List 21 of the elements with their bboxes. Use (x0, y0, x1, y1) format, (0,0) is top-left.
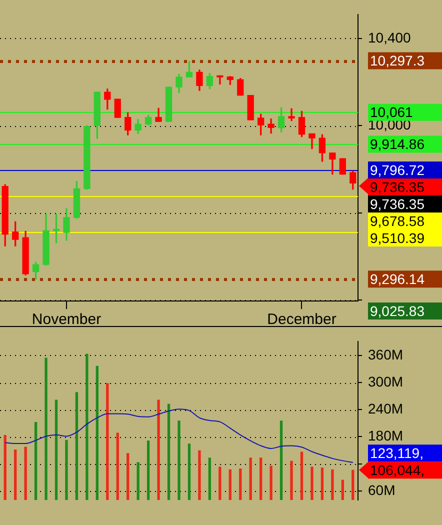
candlestick (288, 108, 295, 122)
ref-line-label: 9,510.39 (370, 230, 425, 246)
ref-line-label: 9,296.14 (370, 271, 425, 288)
ref-line-label: 9,914.86 (370, 136, 425, 152)
text: 123,119, (370, 445, 424, 462)
y-tick-label: 60M (368, 482, 396, 498)
x-tick-label: November (32, 311, 102, 328)
text: 106,044, (370, 462, 424, 478)
y-tick-label: 180M (368, 428, 404, 444)
ref-line-label: 10,297.3 (370, 52, 425, 69)
y-tick-label: 300M (368, 373, 404, 390)
x-tick-label: December (267, 311, 336, 328)
y-tick-label: 10,400 (368, 29, 412, 46)
line-series (4, 408, 354, 463)
ref-line-label: 9,796.72 (370, 162, 425, 178)
y-tick-label: 360M (368, 346, 404, 362)
ref-line-label: 9,678.58 (370, 212, 425, 229)
text: 9,736.35 (370, 196, 425, 212)
y-tick-label: 240M (368, 400, 404, 416)
text: 9,736.35 (370, 178, 425, 195)
text: 9,025.83 (370, 302, 425, 319)
